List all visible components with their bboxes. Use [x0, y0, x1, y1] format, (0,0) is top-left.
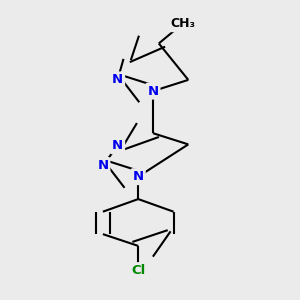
- Text: N: N: [112, 139, 123, 152]
- Text: N: N: [147, 85, 158, 98]
- Text: N: N: [97, 159, 109, 172]
- Text: Cl: Cl: [131, 264, 145, 277]
- Text: CH₃: CH₃: [170, 17, 195, 30]
- Text: N: N: [133, 170, 144, 183]
- Text: N: N: [112, 74, 123, 86]
